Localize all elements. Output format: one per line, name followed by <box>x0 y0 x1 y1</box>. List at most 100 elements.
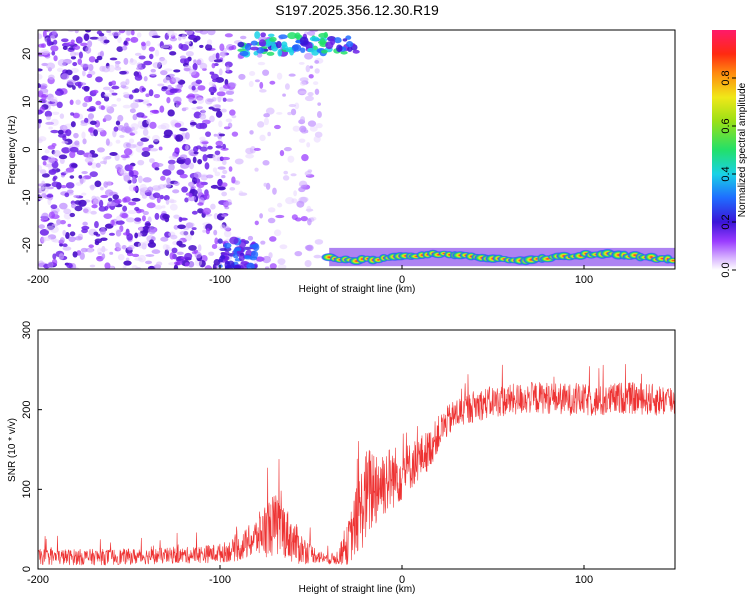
spectrogram-cell <box>48 211 56 219</box>
spectrogram-cell <box>146 118 151 125</box>
spectrogram-cell <box>262 69 270 76</box>
spectrogram-cell <box>200 174 208 181</box>
spectrogram-cell <box>188 162 195 170</box>
spectrogram-cell <box>172 189 180 194</box>
spectrogram-cell <box>300 215 308 222</box>
spectrogram-cell <box>75 36 83 44</box>
spectrogram-cell <box>297 88 307 96</box>
spectrogram-cell <box>40 236 47 243</box>
spectrogram-cell <box>141 150 151 157</box>
spectrogram-cell <box>238 190 244 196</box>
spectrogram-cell <box>132 253 140 258</box>
spectrogram-cell <box>74 236 83 241</box>
spectrogram-cell <box>224 250 230 256</box>
spectrogram-cell <box>307 120 317 127</box>
spectrogram-cell <box>94 59 99 63</box>
spectrogram-cell <box>147 265 156 269</box>
spectrogram-cell <box>198 260 206 268</box>
spectrogram-cell <box>276 112 283 115</box>
spectrogram-cell <box>61 147 71 154</box>
spectrogram-cell <box>279 244 288 250</box>
spectrogram-plot-area <box>38 30 675 269</box>
spectrogram-cell <box>215 52 220 60</box>
spectrogram-cell <box>111 92 118 96</box>
spectrogram-cell <box>81 225 90 230</box>
spectrogram-cell <box>307 47 315 53</box>
spectrogram-cell <box>304 95 314 102</box>
spectrogram-cell <box>253 243 260 252</box>
spectrogram-cell <box>249 130 254 135</box>
spectrogram-cell <box>138 55 146 60</box>
spectrogram-cell <box>151 35 161 39</box>
spectrogram-cell <box>214 150 221 156</box>
spectrogram-cell <box>96 55 103 61</box>
spectrogram-cell <box>277 258 286 265</box>
spectrogram-cell <box>151 249 161 254</box>
spectrogram-y-tick-label: 0 <box>21 146 33 152</box>
spectrogram-cell <box>316 111 322 119</box>
spectrogram-cell <box>218 133 226 137</box>
spectrogram-cell <box>123 40 128 46</box>
spectrogram-cell <box>98 206 107 212</box>
spectrogram-cell <box>231 45 237 50</box>
snr-x-tick-label: -100 <box>209 574 231 586</box>
spectrogram-cell <box>290 173 297 177</box>
spectrogram-cell <box>127 144 137 149</box>
spectrogram-cell <box>263 113 270 118</box>
spectrogram-cell <box>236 250 242 255</box>
spectrogram-cell <box>188 35 197 39</box>
spectrogram-cell <box>147 186 154 193</box>
spectrogram-cell <box>222 160 227 166</box>
spectrogram-cell <box>55 250 65 258</box>
spectrogram-cell <box>152 192 161 199</box>
spectrogram-cell <box>146 104 151 108</box>
spectrogram-cell <box>163 195 170 201</box>
spectrogram-cell <box>138 227 144 232</box>
spectrogram-cell <box>202 207 212 215</box>
spectrogram-cell <box>105 181 114 186</box>
spectrogram-cell <box>169 88 178 94</box>
spectrogram-cell <box>57 133 67 138</box>
spectrogram-cell <box>173 224 179 230</box>
spectrogram-cell <box>80 42 88 47</box>
spectrogram-cell <box>140 41 146 47</box>
spectrogram-cell <box>109 57 118 61</box>
spectrogram-cell <box>128 170 134 177</box>
spectrogram-cell <box>173 214 180 219</box>
spectrogram-cell <box>134 52 142 56</box>
spectrogram-cell <box>122 197 128 203</box>
spectrogram-cell <box>196 181 205 189</box>
spectrogram-cell <box>149 121 157 129</box>
spectrogram-cell <box>46 115 51 121</box>
spectrogram-cell <box>260 32 266 38</box>
spectrogram-cell <box>259 134 266 142</box>
snr-y-tick-label: 300 <box>21 321 33 339</box>
spectrogram-cell <box>62 45 68 50</box>
spectrogram-cell <box>59 219 66 225</box>
spectrogram-cell <box>121 245 127 250</box>
spectrogram-cell <box>94 220 99 229</box>
spectrogram-cell <box>219 254 226 260</box>
spectrogram-cell <box>106 106 115 114</box>
spectrogram-cell <box>291 44 302 52</box>
spectrogram-cell <box>66 41 75 46</box>
spectrogram-cell <box>50 129 59 134</box>
spectrogram-cell <box>38 119 42 124</box>
spectrogram-cell <box>201 109 206 116</box>
spectrogram-cell <box>223 242 232 249</box>
spectrogram-cell <box>53 55 58 62</box>
spectrogram-cell <box>306 205 312 213</box>
spectrogram-cell <box>117 254 125 261</box>
spectrogram-cell <box>177 35 182 41</box>
snr-frame <box>37 329 676 570</box>
spectrogram-cell <box>159 105 165 113</box>
spectrogram-cell <box>111 85 120 90</box>
spectrogram-cell <box>148 144 154 149</box>
spectrogram-cell <box>149 239 154 245</box>
spectrogram-cell <box>141 87 146 92</box>
spectrogram-cell <box>205 228 210 235</box>
spectrogram-cell <box>216 91 226 97</box>
spectrogram-cell <box>277 202 283 208</box>
